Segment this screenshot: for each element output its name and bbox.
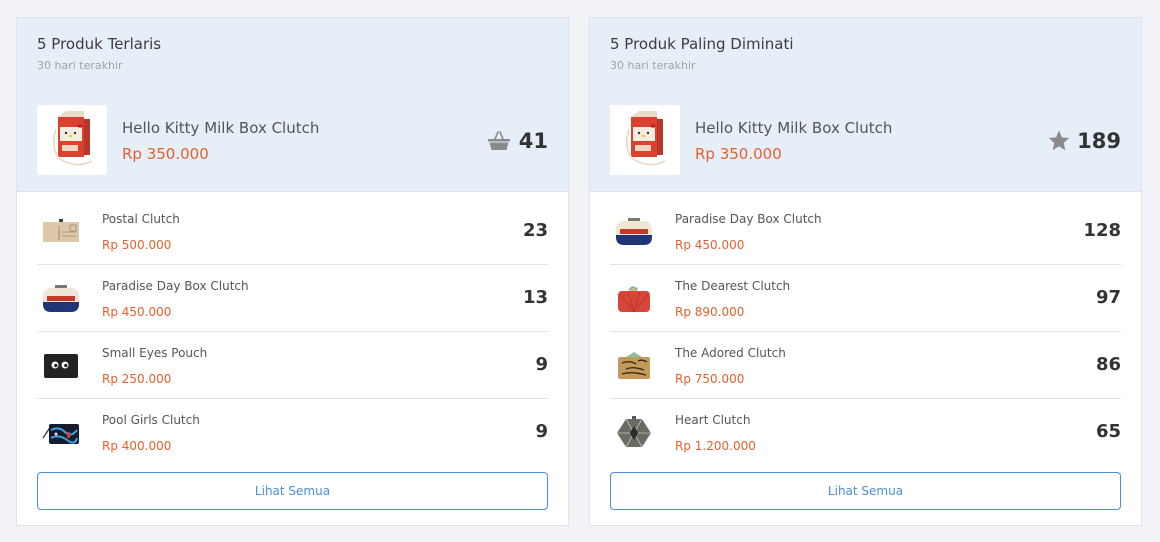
product-price: Rp 400.000 (102, 439, 172, 453)
list-item[interactable]: Paradise Day Box Clutch Rp 450.000 13 (37, 265, 548, 332)
list-item[interactable]: Pool Girls Clutch Rp 400.000 9 (37, 399, 548, 466)
top-product-price: Rp 350.000 (695, 145, 782, 163)
adored-clutch-image[interactable] (610, 348, 658, 384)
top-product-name[interactable]: Hello Kitty Milk Box Clutch (122, 119, 320, 137)
list-item[interactable]: The Dearest Clutch Rp 890.000 97 (610, 265, 1121, 332)
panel-title: 5 Produk Paling Diminati (610, 35, 794, 53)
product-name[interactable]: Paradise Day Box Clutch (102, 279, 249, 293)
see-all-button[interactable]: Lihat Semua (610, 472, 1121, 510)
list-item[interactable]: The Adored Clutch Rp 750.000 86 (610, 332, 1121, 399)
product-wishlist-count: 97 (1095, 287, 1121, 308)
hello-kitty-clutch-image[interactable] (610, 105, 680, 175)
list-item[interactable]: Heart Clutch Rp 1.200.000 65 (610, 399, 1121, 466)
see-all-button[interactable]: Lihat Semua (37, 472, 548, 510)
eyes-pouch-image[interactable] (37, 348, 85, 384)
product-price: Rp 250.000 (102, 372, 172, 386)
list-item[interactable]: Small Eyes Pouch Rp 250.000 9 (37, 332, 548, 399)
paradise-clutch-image[interactable] (37, 281, 85, 317)
top-product-wishlist-count: 189 (1077, 129, 1121, 153)
product-wishlist-count: 86 (1095, 354, 1121, 375)
product-wishlist-count: 128 (1083, 220, 1121, 241)
panel-title: 5 Produk Terlaris (37, 35, 162, 53)
panel-header: 5 Produk Terlaris 30 hari terakhir (17, 18, 568, 192)
paradise-clutch-image[interactable] (610, 214, 658, 250)
basket-icon (487, 129, 511, 153)
product-wishlist-count: 65 (1095, 421, 1121, 442)
product-name[interactable]: Heart Clutch (675, 413, 751, 427)
product-sold-count: 23 (522, 220, 548, 241)
product-name[interactable]: The Adored Clutch (675, 346, 786, 360)
product-price: Rp 750.000 (675, 372, 745, 386)
product-name[interactable]: Pool Girls Clutch (102, 413, 200, 427)
panel-subtitle: 30 hari terakhir (610, 59, 696, 72)
product-price: Rp 1.200.000 (675, 439, 756, 453)
list-item[interactable]: Postal Clutch Rp 500.000 23 (37, 198, 548, 265)
dearest-clutch-image[interactable] (610, 281, 658, 317)
product-sold-count: 9 (535, 354, 548, 375)
hello-kitty-clutch-image[interactable] (37, 105, 107, 175)
product-price: Rp 500.000 (102, 238, 172, 252)
product-name[interactable]: Paradise Day Box Clutch (675, 212, 822, 226)
product-price: Rp 450.000 (675, 238, 745, 252)
pool-girls-clutch-image[interactable] (37, 415, 85, 451)
postal-clutch-image[interactable] (37, 214, 85, 250)
product-list: Paradise Day Box Clutch Rp 450.000 128 T… (610, 198, 1121, 466)
product-list: Postal Clutch Rp 500.000 23 Paradise Day… (37, 198, 548, 466)
top-product-sold-count: 41 (518, 129, 548, 153)
star-icon (1047, 129, 1071, 153)
product-price: Rp 450.000 (102, 305, 172, 319)
product-name[interactable]: The Dearest Clutch (675, 279, 791, 293)
panel-header: 5 Produk Paling Diminati 30 hari terakhi… (590, 18, 1141, 192)
top-product-name[interactable]: Hello Kitty Milk Box Clutch (695, 119, 893, 137)
top-product[interactable]: Hello Kitty Milk Box Clutch Rp 350.000 4… (37, 105, 548, 175)
product-sold-count: 13 (522, 287, 548, 308)
panel-subtitle: 30 hari terakhir (37, 59, 123, 72)
top-product[interactable]: Hello Kitty Milk Box Clutch Rp 350.000 1… (610, 105, 1121, 175)
top-product-price: Rp 350.000 (122, 145, 209, 163)
heart-clutch-image[interactable] (610, 415, 658, 451)
product-name[interactable]: Postal Clutch (102, 212, 180, 226)
most-wanted-panel: 5 Produk Paling Diminati 30 hari terakhi… (589, 17, 1142, 526)
product-price: Rp 890.000 (675, 305, 745, 319)
best-sellers-panel: 5 Produk Terlaris 30 hari terakhir (16, 17, 569, 526)
product-sold-count: 9 (535, 421, 548, 442)
product-name[interactable]: Small Eyes Pouch (102, 346, 208, 360)
list-item[interactable]: Paradise Day Box Clutch Rp 450.000 128 (610, 198, 1121, 265)
